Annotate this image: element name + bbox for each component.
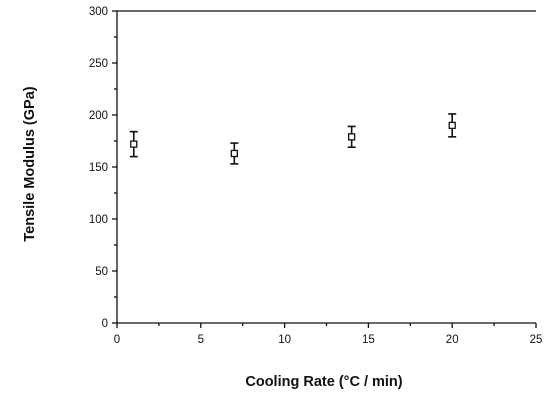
y-axis-title: Tensile Modulus (GPa) [22,86,38,241]
y-tick-label: 100 [89,214,108,226]
axes [116,10,536,324]
y-tick-label: 250 [89,58,108,70]
x-tick-label: 10 [278,334,291,346]
x-tick-label: 5 [198,334,204,346]
data-point [130,140,138,148]
y-tick-label: 300 [89,6,108,18]
data-points [129,113,457,165]
data-point [230,149,238,158]
data-point [448,121,456,130]
x-tick-label: 15 [362,334,375,346]
x-tick-label: 0 [114,334,120,346]
y-tick-label: 50 [95,266,108,278]
y-tick-label: 0 [102,318,108,330]
x-axis-title: Cooling Rate (°C / min) [245,374,402,390]
data-point [347,133,356,141]
y-tick-label: 150 [89,162,108,174]
x-tick-label: 25 [530,334,543,346]
x-tick-label: 20 [446,334,459,346]
y-tick-label: 200 [89,110,108,122]
ticks: 0 50 100 150 200 250 300 0 5 10 15 20 25 [89,6,543,346]
